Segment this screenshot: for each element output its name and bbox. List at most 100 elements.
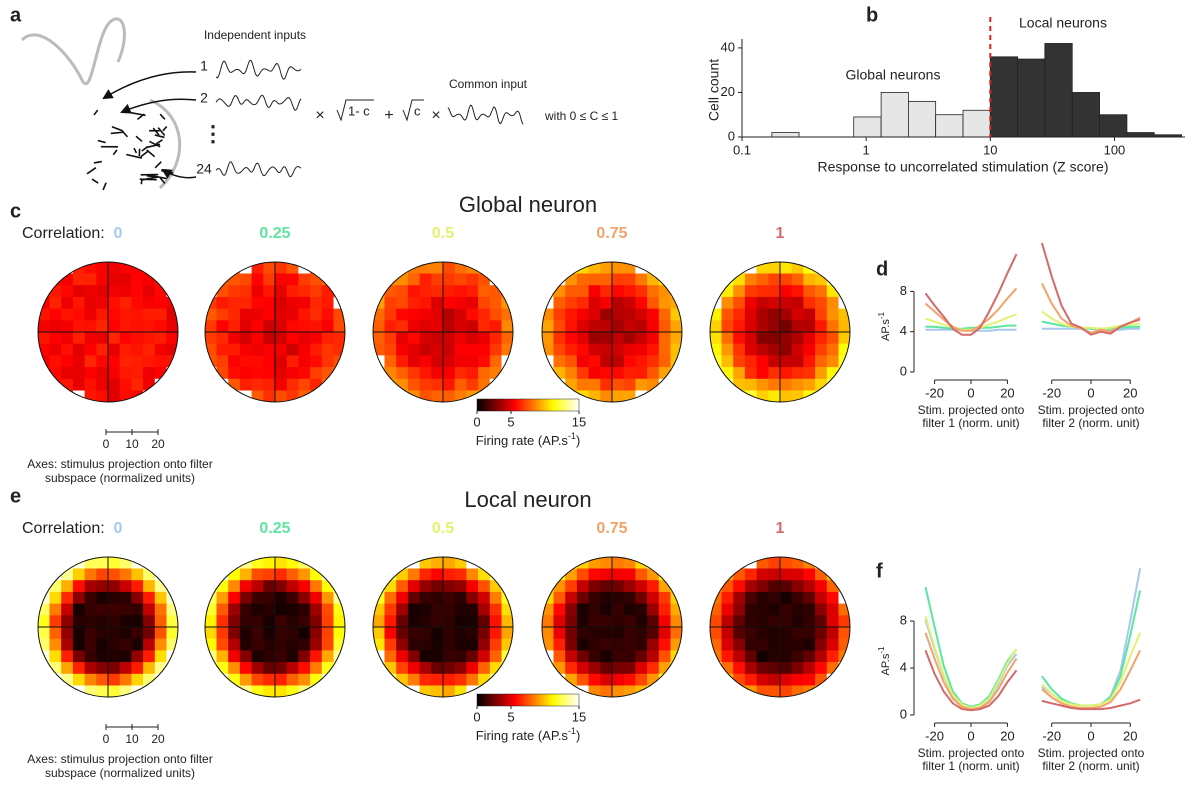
heatmap-cell xyxy=(838,320,850,333)
heatmap-cell xyxy=(143,603,156,616)
heatmap-cell xyxy=(143,308,156,321)
heatmap-cell xyxy=(407,390,420,402)
heatmap-cell xyxy=(310,662,323,675)
heatmap-cell xyxy=(396,285,409,298)
x-axis-label: filter 2 (norm. unit) xyxy=(1042,759,1139,773)
heatmap-cell xyxy=(251,367,264,380)
heatmap-cell xyxy=(166,355,178,368)
heatmap-cell xyxy=(119,332,132,345)
correlation-value: 1 xyxy=(776,225,785,242)
heatmap-cell xyxy=(588,355,601,368)
heatmap-cell xyxy=(154,296,167,309)
colorbar-tick-label: 0 xyxy=(473,709,480,724)
heatmap-cell xyxy=(154,308,167,321)
heatmap-cell xyxy=(565,580,578,593)
heatmap-cell xyxy=(780,580,793,593)
heatmap-cell xyxy=(419,557,432,569)
heatmap-cell xyxy=(489,603,502,616)
axes-caption: Axes: stimulus projection onto filter xyxy=(27,752,212,766)
heatmap-cell xyxy=(38,568,50,581)
heatmap-cell xyxy=(588,662,601,675)
series-line xyxy=(1041,568,1142,707)
heatmap-cell xyxy=(38,355,50,368)
bristle xyxy=(154,161,162,169)
heatmap-cell xyxy=(143,615,156,628)
heatmap-cell xyxy=(216,378,229,391)
heatmap-cell xyxy=(815,343,828,356)
heatmap-cell xyxy=(166,673,178,686)
heatmap-cell xyxy=(108,367,121,380)
heatmap-cell xyxy=(542,308,554,321)
heatmap-cell xyxy=(576,273,589,286)
heatmap-cell xyxy=(588,557,601,569)
heatmap-cell xyxy=(251,320,264,333)
heatmap-cell xyxy=(275,568,288,581)
heatmap-cell xyxy=(131,320,144,333)
heatmap-cell xyxy=(588,296,601,309)
heatmap-cell xyxy=(49,591,62,604)
heatmap-cell xyxy=(756,685,769,697)
heatmap-cell xyxy=(635,273,648,286)
heatmap-cell xyxy=(780,638,793,651)
heatmap-cell xyxy=(205,557,217,569)
bristle xyxy=(91,178,99,184)
heatmap-cell xyxy=(744,662,757,675)
heatmap-cell xyxy=(721,603,734,616)
heatmap-cell xyxy=(205,378,217,391)
heatmap-cell xyxy=(154,320,167,333)
heatmap-cell xyxy=(791,355,804,368)
heatmap-cell xyxy=(553,615,566,628)
heatmap-cell xyxy=(815,591,828,604)
scale-tick-label: 10 xyxy=(125,437,139,451)
heatmap-cell xyxy=(72,615,85,628)
heatmap-cell xyxy=(119,580,132,593)
heatmap-cell xyxy=(670,557,682,569)
heatmap-cell xyxy=(623,273,636,286)
heatmap-cell xyxy=(623,591,636,604)
heatmap-cell xyxy=(803,568,816,581)
heatmap-cell xyxy=(721,673,734,686)
bristle xyxy=(159,177,166,184)
heatmap-cell xyxy=(228,308,241,321)
heatmap-cell xyxy=(205,685,217,697)
heatmap-cell xyxy=(298,662,311,675)
heatmap-cell xyxy=(780,285,793,298)
heatmap-cell xyxy=(576,662,589,675)
heatmap-cell xyxy=(733,308,746,321)
heatmap-cell xyxy=(658,308,671,321)
heatmap-cell xyxy=(154,262,167,274)
heatmap-cell xyxy=(61,580,74,593)
heatmap-cell xyxy=(239,285,252,298)
heatmap-cell xyxy=(407,650,420,663)
heatmap-cell xyxy=(286,390,299,402)
heatmap-cell xyxy=(443,603,456,616)
heatmap-cell xyxy=(431,390,444,402)
heatmap-cell xyxy=(119,390,132,402)
heatmap-cell xyxy=(454,557,467,569)
heatmap-cell xyxy=(216,262,229,274)
heatmap-cell xyxy=(108,650,121,663)
heatmap-cell xyxy=(228,332,241,345)
x-axis-label: Stim. projected onto xyxy=(918,746,1025,760)
heatmap-cell xyxy=(733,615,746,628)
series-line xyxy=(924,632,1018,711)
heatmap-cell xyxy=(298,557,311,569)
correlation-label: Correlation: xyxy=(22,520,105,537)
heatmap-cell xyxy=(205,650,217,663)
heatmap-cell xyxy=(733,367,746,380)
heatmap-cell xyxy=(756,367,769,380)
heatmap-cell xyxy=(49,320,62,333)
heatmap-cell xyxy=(239,308,252,321)
x-tick-label: 0 xyxy=(1087,385,1094,400)
heatmap-cell xyxy=(600,627,613,640)
heatmap-cell xyxy=(670,285,682,298)
colorbar-tick-label: 15 xyxy=(572,414,586,429)
heatmap-cell xyxy=(733,603,746,616)
heatmap-cell xyxy=(239,673,252,686)
heatmap-cell xyxy=(96,285,109,298)
heatmap-cell xyxy=(321,603,334,616)
heatmap-cell xyxy=(501,662,513,675)
heatmap-cell xyxy=(721,262,734,274)
heatmap-cell xyxy=(744,591,757,604)
heatmap-cell xyxy=(576,343,589,356)
